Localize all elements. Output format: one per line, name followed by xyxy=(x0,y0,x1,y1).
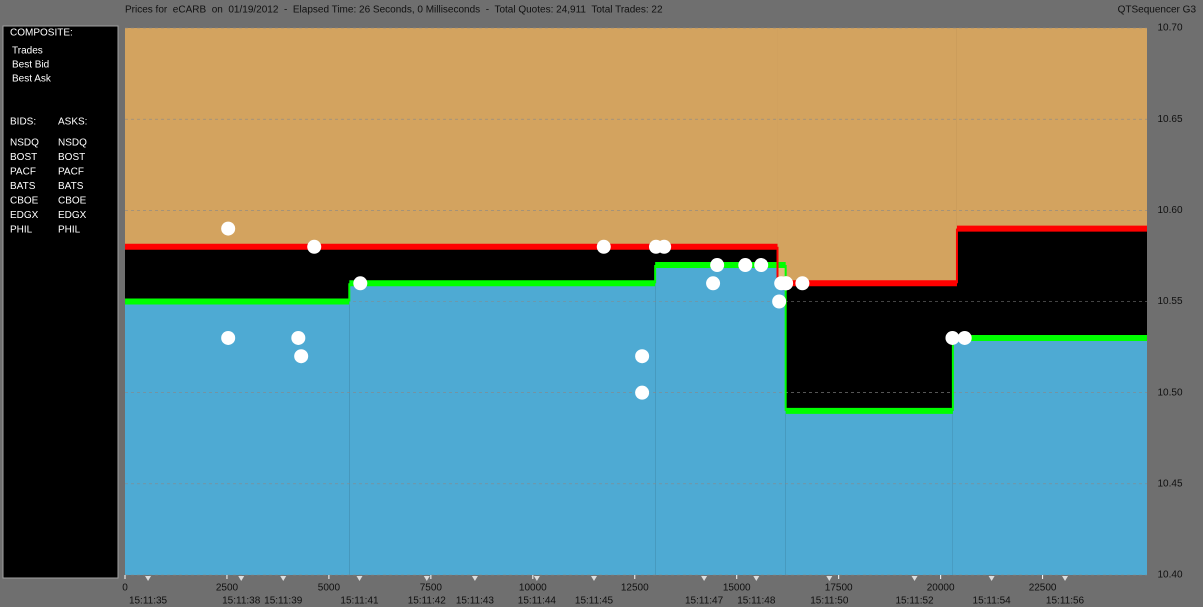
time-tick-label: 15:11:38 xyxy=(222,596,261,607)
trade xyxy=(291,330,306,345)
trade xyxy=(738,258,753,273)
legend-ask-exchange: EDGX xyxy=(58,210,87,221)
y-tick-label: 10.45 xyxy=(1157,478,1182,489)
trade xyxy=(945,330,960,345)
time-tick xyxy=(911,576,918,581)
x-tick-label: 17500 xyxy=(825,583,853,594)
time-tick-label: 15:11:35 xyxy=(129,596,168,607)
trade xyxy=(795,276,810,291)
time-tick xyxy=(145,576,152,581)
legend-bid-exchange: BATS xyxy=(10,181,36,192)
trade xyxy=(596,239,611,254)
legend-panel xyxy=(2,25,119,579)
quote-area xyxy=(125,28,778,247)
trade xyxy=(635,385,650,400)
quote-area xyxy=(956,28,1147,229)
time-tick-label: 15:11:56 xyxy=(1046,596,1085,607)
legend-bid-exchange: BOST xyxy=(10,152,37,163)
time-tick xyxy=(988,576,995,581)
trade xyxy=(706,276,721,291)
chart-title: Prices for eCARB on 01/19/2012 - Elapsed… xyxy=(125,5,663,16)
time-tick-label: 15:11:48 xyxy=(737,596,776,607)
legend-bids-title: BIDS: xyxy=(10,117,36,128)
trade xyxy=(772,294,787,309)
legend-ask-exchange: PACF xyxy=(58,167,84,178)
legend-asks-title: ASKS: xyxy=(58,117,87,128)
quote-area xyxy=(777,28,957,284)
time-tick xyxy=(533,576,540,581)
time-tick-label: 15:11:47 xyxy=(685,596,724,607)
y-tick-label: 10.60 xyxy=(1157,205,1182,216)
time-tick-label: 15:11:52 xyxy=(895,596,934,607)
time-tick xyxy=(753,576,760,581)
x-tick-label: 15000 xyxy=(723,583,751,594)
time-tick xyxy=(471,576,478,581)
time-tick-label: 15:11:45 xyxy=(575,596,614,607)
trade xyxy=(635,349,650,364)
legend-composite-title: COMPOSITE: xyxy=(10,28,73,39)
time-tick xyxy=(701,576,708,581)
legend-ask-exchange: NSDQ xyxy=(58,138,87,149)
legend-bid-exchange: NSDQ xyxy=(10,138,39,149)
trade xyxy=(221,330,236,345)
time-tick-label: 15:11:50 xyxy=(810,596,849,607)
legend-trades: Trades xyxy=(12,46,43,57)
quote-area xyxy=(125,301,350,575)
legend-bid-exchange: PHIL xyxy=(10,225,33,236)
x-tick-label: 10000 xyxy=(519,583,547,594)
legend-ask-exchange: BOST xyxy=(58,152,85,163)
time-tick xyxy=(238,576,245,581)
x-tick-label: 12500 xyxy=(621,583,649,594)
x-tick-label: 5000 xyxy=(318,583,341,594)
quote-area xyxy=(655,265,786,575)
trade xyxy=(294,349,309,364)
x-tick-label: 22500 xyxy=(1029,583,1057,594)
time-tick-label: 15:11:41 xyxy=(340,596,379,607)
y-tick-label: 10.70 xyxy=(1157,23,1182,34)
time-tick-label: 15:11:44 xyxy=(518,596,557,607)
time-tick xyxy=(356,576,363,581)
plot xyxy=(125,27,1147,576)
time-tick xyxy=(826,576,833,581)
x-tick-label: 7500 xyxy=(420,583,443,594)
trade xyxy=(710,258,725,273)
time-tick xyxy=(590,576,597,581)
trade xyxy=(221,221,236,236)
x-tick-label: 2500 xyxy=(216,583,239,594)
trade xyxy=(307,239,322,254)
quote-area xyxy=(952,337,1147,575)
quote-area xyxy=(349,283,656,575)
y-tick-label: 10.40 xyxy=(1157,570,1182,581)
y-tick-label: 10.50 xyxy=(1157,387,1182,398)
legend-ask-exchange: CBOE xyxy=(58,196,87,207)
y-tick-label: 10.65 xyxy=(1157,114,1182,125)
brand: QTSequencer G3 xyxy=(1118,5,1197,16)
trade xyxy=(353,276,368,291)
legend: Trades Best Bid Best Ask NSDQ NSDQ BOST BOST PA… xyxy=(10,46,87,236)
legend-ask-exchange: PHIL xyxy=(58,225,81,236)
trade xyxy=(957,330,972,345)
trade xyxy=(779,276,794,291)
trade xyxy=(657,239,672,254)
time-tick xyxy=(1062,576,1069,581)
y-tick-label: 10.55 xyxy=(1157,296,1182,307)
trade xyxy=(754,258,769,273)
legend-bid-exchange: CBOE xyxy=(10,196,39,207)
legend-best-ask: Best Ask xyxy=(12,74,52,85)
time-tick-label: 15:11:39 xyxy=(264,596,303,607)
time-tick-label: 15:11:42 xyxy=(408,596,447,607)
x-tick-label: 0 xyxy=(122,583,128,594)
legend-bid-exchange: PACF xyxy=(10,167,36,178)
legend-bid-exchange: EDGX xyxy=(10,210,39,221)
quote-area xyxy=(785,410,953,575)
time-tick-label: 15:11:43 xyxy=(456,596,495,607)
legend-ask-exchange: BATS xyxy=(58,181,84,192)
time-tick xyxy=(280,576,287,581)
x-tick-label: 20000 xyxy=(927,583,955,594)
time-tick-label: 15:11:54 xyxy=(973,596,1012,607)
legend-best-bid: Best Bid xyxy=(12,60,49,71)
time-tick xyxy=(423,576,430,581)
